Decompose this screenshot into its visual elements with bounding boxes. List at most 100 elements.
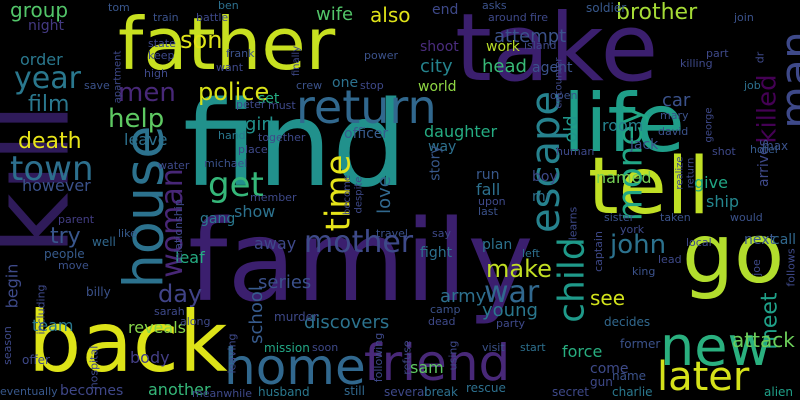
word-dead: dead (428, 315, 456, 328)
word-following: following (372, 332, 386, 383)
word-secret: secret (552, 385, 589, 399)
word-leaving: leaving (225, 333, 239, 374)
word-fall: fall (476, 180, 501, 199)
word-state: state (148, 37, 176, 50)
word-work: work (486, 39, 520, 55)
word-jack: jack (630, 137, 659, 153)
word-say: say (432, 227, 451, 240)
word-george: george (703, 107, 715, 143)
word-offer: offer (22, 353, 50, 367)
word-story: story (427, 145, 444, 181)
word-michael: michael (204, 157, 248, 170)
word-soon: soon (312, 341, 339, 354)
word-ship: ship (706, 192, 740, 211)
word-husband: husband (258, 385, 310, 399)
word-force: force (562, 342, 603, 361)
word-attack: attack (732, 328, 795, 352)
word-discovers: discovers (304, 312, 390, 333)
word-former: former (620, 337, 661, 351)
word-crew: crew (296, 79, 323, 92)
word-war: war (484, 275, 540, 310)
word-young: young (482, 300, 538, 321)
word-well: well (92, 235, 116, 249)
word-town: town (10, 149, 94, 189)
word-new: new (660, 315, 772, 378)
word-begin: begin (2, 263, 22, 309)
word-several: several (384, 385, 428, 399)
word-name: name (612, 369, 647, 383)
word-daughter: daughter (424, 122, 498, 141)
word-old: old (560, 115, 582, 143)
word-camp: camp (430, 303, 461, 316)
word-army: army (440, 286, 487, 307)
word-hospital: hospital (87, 345, 101, 390)
word-around: around (488, 11, 527, 24)
word-sister: sister (604, 211, 635, 224)
word-fire: fire (530, 11, 548, 24)
word-make: make (486, 255, 552, 283)
word-come: come (590, 361, 629, 377)
word-night: night (28, 18, 65, 34)
word-despite: despite (353, 176, 365, 214)
word-travel: travel (376, 227, 408, 240)
word-another: another (148, 380, 211, 399)
word-save: save (84, 79, 110, 92)
word-battle: battle (196, 11, 229, 24)
word-find: find (183, 75, 408, 213)
word-show: show (234, 202, 276, 221)
word-parent: parent (58, 213, 95, 226)
word-away: away (254, 234, 297, 253)
word-head: head (482, 56, 527, 77)
word-get: get (208, 165, 264, 205)
word-left: left (522, 247, 540, 260)
word-murder: murder (274, 310, 318, 324)
word-day: day (158, 280, 203, 308)
word-learns: learns (566, 206, 580, 241)
word-death: death (18, 129, 82, 154)
word-charlie: charlie (612, 385, 653, 399)
word-officer: officer (344, 126, 389, 142)
word-still: still (344, 384, 365, 398)
word-hand: hand (218, 129, 246, 142)
word-give: give (694, 173, 728, 192)
word-move: move (58, 259, 89, 272)
word-school: school (245, 286, 267, 344)
word-relationship: relationship (171, 199, 185, 264)
word-see: see (590, 286, 626, 310)
word-along: along (180, 315, 211, 328)
word-people: people (44, 247, 85, 261)
word-son: son (180, 26, 223, 54)
word-open: open (550, 89, 578, 102)
word-also: also (370, 3, 411, 27)
word-peter: peter (236, 98, 266, 111)
word-refuse: refuse (400, 340, 414, 375)
word-apartment: apartment (112, 50, 124, 104)
word-part: part (706, 47, 729, 60)
word-fight: fight (420, 245, 453, 261)
word-billy: billy (86, 285, 111, 299)
word-finally: finally (291, 45, 303, 77)
word-keep: keep (148, 49, 175, 62)
word-attempt: attempt (494, 26, 567, 47)
word-lead: lead (658, 253, 682, 266)
word-leave: leave (124, 130, 168, 149)
word-return: return (296, 80, 437, 134)
word-series: series (258, 272, 312, 293)
word-try: try (50, 224, 81, 249)
word-child: child (551, 237, 593, 323)
word-love: love (373, 176, 395, 214)
word-plan: plan (482, 237, 513, 253)
word-home: home (224, 338, 366, 396)
word-want: want (216, 61, 244, 74)
word-room: room (602, 116, 644, 135)
word-family: family (188, 197, 534, 327)
word-however: however (22, 176, 91, 195)
word-hotel: hotel (750, 143, 778, 156)
word-escape: escape (522, 91, 569, 233)
word-max: max (762, 139, 789, 153)
word-film: film (28, 92, 70, 117)
word-friend: friend (364, 334, 511, 392)
word-group: group (10, 0, 69, 22)
word-water: water (158, 159, 190, 172)
word-sam: sam (410, 358, 444, 377)
